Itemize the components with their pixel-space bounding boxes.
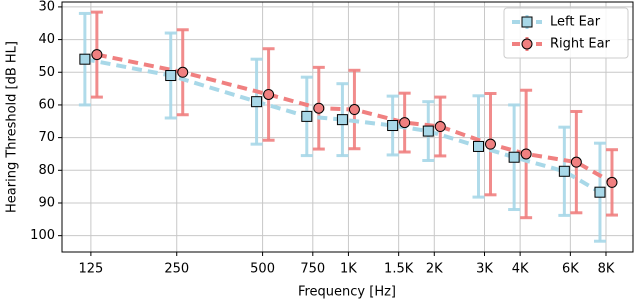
marker (558, 165, 570, 177)
x-tick-label: 1K (340, 262, 357, 277)
marker (606, 176, 618, 188)
plot-frame (61, 1, 634, 253)
x-tick-label: 3K (476, 262, 493, 277)
marker (263, 88, 275, 100)
marker (301, 110, 313, 122)
series-line (96, 52, 613, 185)
marker (594, 186, 606, 198)
legend-label: Left Ear (550, 15, 601, 30)
marker (251, 96, 263, 108)
marker (348, 104, 360, 116)
marker (165, 70, 177, 82)
marker (570, 156, 582, 168)
marker (434, 121, 446, 133)
marker (91, 49, 103, 61)
x-tick-label: 250 (164, 262, 189, 277)
marker (473, 140, 485, 152)
y-tick-label: 50 (38, 65, 55, 80)
series-line (84, 57, 601, 194)
x-tick-label: 750 (300, 262, 325, 277)
y-tick-label: 30 (38, 0, 55, 14)
y-tick-label: 90 (38, 195, 55, 210)
marker (387, 120, 399, 132)
x-tick-label: 500 (250, 262, 275, 277)
marker (508, 151, 520, 163)
marker (520, 148, 532, 160)
marker (313, 102, 325, 114)
marker (336, 114, 348, 126)
y-tick-label: 40 (38, 32, 55, 47)
legend-marker (521, 38, 533, 50)
marker (485, 138, 497, 150)
legend-marker (521, 16, 533, 28)
x-axis-label: Frequency [Hz] (298, 285, 396, 300)
y-tick-label: 70 (38, 130, 55, 145)
x-tick-label: 4K (512, 262, 529, 277)
marker (79, 53, 91, 65)
y-tick-label: 80 (38, 163, 55, 178)
y-axis-label: Hearing Threshold [dB HL] (5, 41, 20, 213)
marker (422, 125, 434, 137)
x-tick-label: 2K (426, 262, 443, 277)
x-tick-label: 125 (78, 262, 103, 277)
y-tick-label: 100 (30, 228, 55, 243)
x-tick-label: 1.5K (384, 262, 414, 277)
x-tick-label: 8K (598, 262, 615, 277)
x-tick-label: 6K (562, 262, 579, 277)
y-tick-label: 60 (38, 97, 55, 112)
marker (399, 117, 411, 129)
legend-box (503, 7, 629, 59)
marker (177, 66, 189, 78)
legend-label: Right Ear (550, 37, 611, 52)
